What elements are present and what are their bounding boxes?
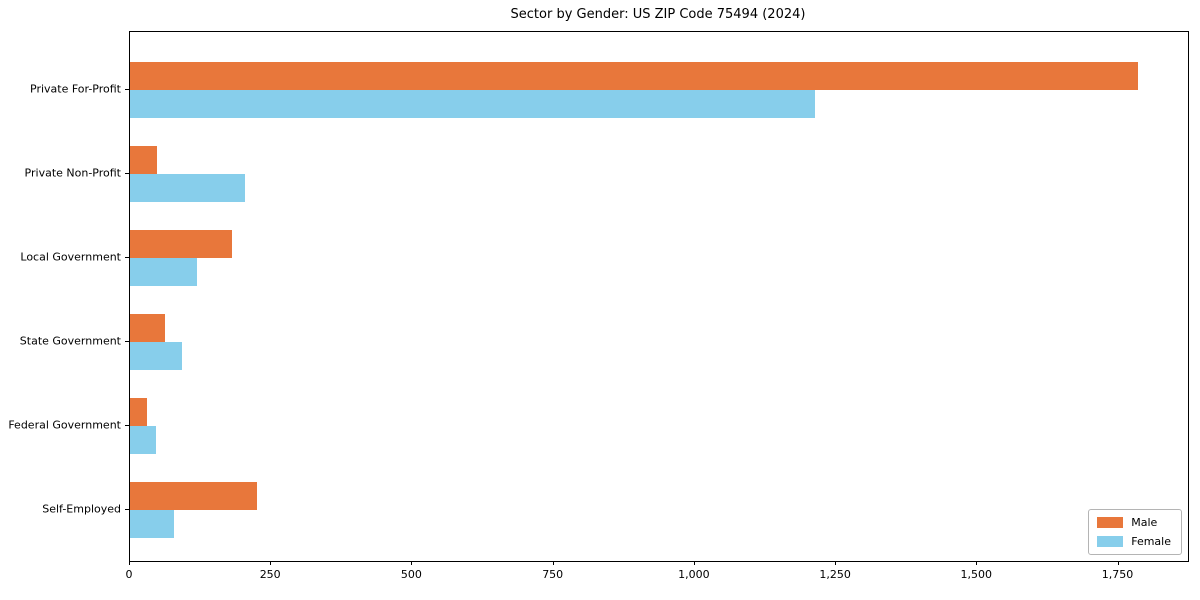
ytick-label: Self-Employed <box>42 502 121 516</box>
ytick-label: State Government <box>19 334 121 348</box>
bar-female-local-government <box>130 258 198 286</box>
ytick-mark <box>125 425 129 426</box>
ytick-mark <box>125 341 129 342</box>
xtick-mark <box>270 561 272 565</box>
bar-male-state-government <box>130 314 165 342</box>
xtick-mark <box>129 561 130 565</box>
legend-entry-female: Female <box>1097 535 1171 548</box>
ytick-mark <box>125 173 129 174</box>
xtick-mark <box>411 561 413 565</box>
legend-entry-male: Male <box>1097 516 1171 529</box>
legend: Male Female <box>1088 509 1182 555</box>
bar-female-private-for-profit <box>130 90 816 118</box>
xtick-mark <box>976 561 978 565</box>
ytick-mark <box>125 257 129 258</box>
plot-area: Male Female <box>129 31 1189 562</box>
bar-female-private-non-profit <box>130 174 245 202</box>
bar-male-federal-government <box>130 398 147 426</box>
bar-male-self-employed <box>130 482 258 510</box>
ytick-label: Local Government <box>20 250 121 264</box>
xtick-mark <box>693 561 695 565</box>
bar-female-self-employed <box>130 510 175 538</box>
xtick-label: 0 <box>125 568 133 581</box>
xtick-mark <box>835 561 837 565</box>
chart-title: Sector by Gender: US ZIP Code 75494 (202… <box>510 7 806 22</box>
xtick-label: 250 <box>259 568 281 581</box>
ytick-label: Federal Government <box>8 418 121 432</box>
legend-label-male: Male <box>1131 516 1158 529</box>
bar-female-state-government <box>130 342 182 370</box>
legend-swatch-female <box>1097 536 1124 547</box>
legend-swatch-male <box>1097 517 1124 528</box>
xtick-label: 1,000 <box>678 568 710 581</box>
ytick-label: Private For-Profit <box>30 82 121 96</box>
xtick-mark <box>552 561 554 565</box>
xtick-mark <box>1117 561 1119 565</box>
bar-male-local-government <box>130 230 233 258</box>
xtick-label: 750 <box>542 568 564 581</box>
xtick-label: 1,500 <box>960 568 993 581</box>
bar-male-private-for-profit <box>130 62 1138 90</box>
ytick-label: Private Non-Profit <box>24 166 121 180</box>
xtick-label: 1,750 <box>1101 568 1134 581</box>
legend-label-female: Female <box>1131 535 1171 548</box>
ytick-mark <box>125 509 129 510</box>
bar-female-federal-government <box>130 426 156 454</box>
xtick-label: 500 <box>400 568 422 581</box>
bar-male-private-non-profit <box>130 146 158 174</box>
ytick-mark <box>125 89 129 90</box>
xtick-label: 1,250 <box>819 568 851 581</box>
